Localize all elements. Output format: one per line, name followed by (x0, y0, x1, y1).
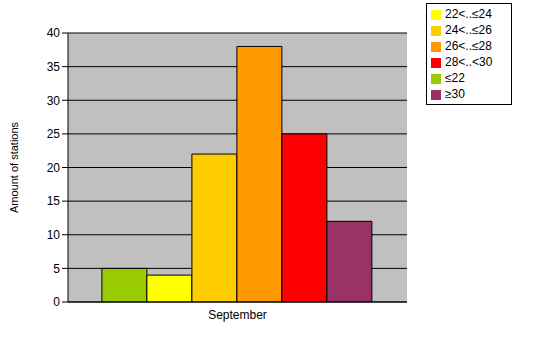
html-text:22<..≤24: 22<..≤24 (445, 7, 492, 21)
svg-text:Amount of stations: Amount of stations (8, 121, 20, 213)
svg-text:5: 5 (53, 262, 60, 276)
svg-text:35: 35 (47, 60, 61, 74)
html-text:≤22: ≤22 (445, 71, 465, 85)
html-text:28<..<30: 28<..<30 (445, 55, 493, 69)
html-text:26<..≤28: 26<..≤28 (445, 39, 492, 53)
svg-text:25: 25 (47, 127, 61, 141)
svg-text:10: 10 (47, 228, 61, 242)
svg-text:15: 15 (47, 194, 61, 208)
svg-text:September: September (208, 308, 267, 322)
svg-text:20: 20 (47, 161, 61, 175)
svg-text:30: 30 (47, 94, 61, 108)
svg-text:0: 0 (53, 295, 60, 309)
svg-text:40: 40 (47, 26, 61, 40)
html-text:≥30: ≥30 (445, 87, 465, 101)
html-text:24<..≤26: 24<..≤26 (445, 23, 492, 37)
